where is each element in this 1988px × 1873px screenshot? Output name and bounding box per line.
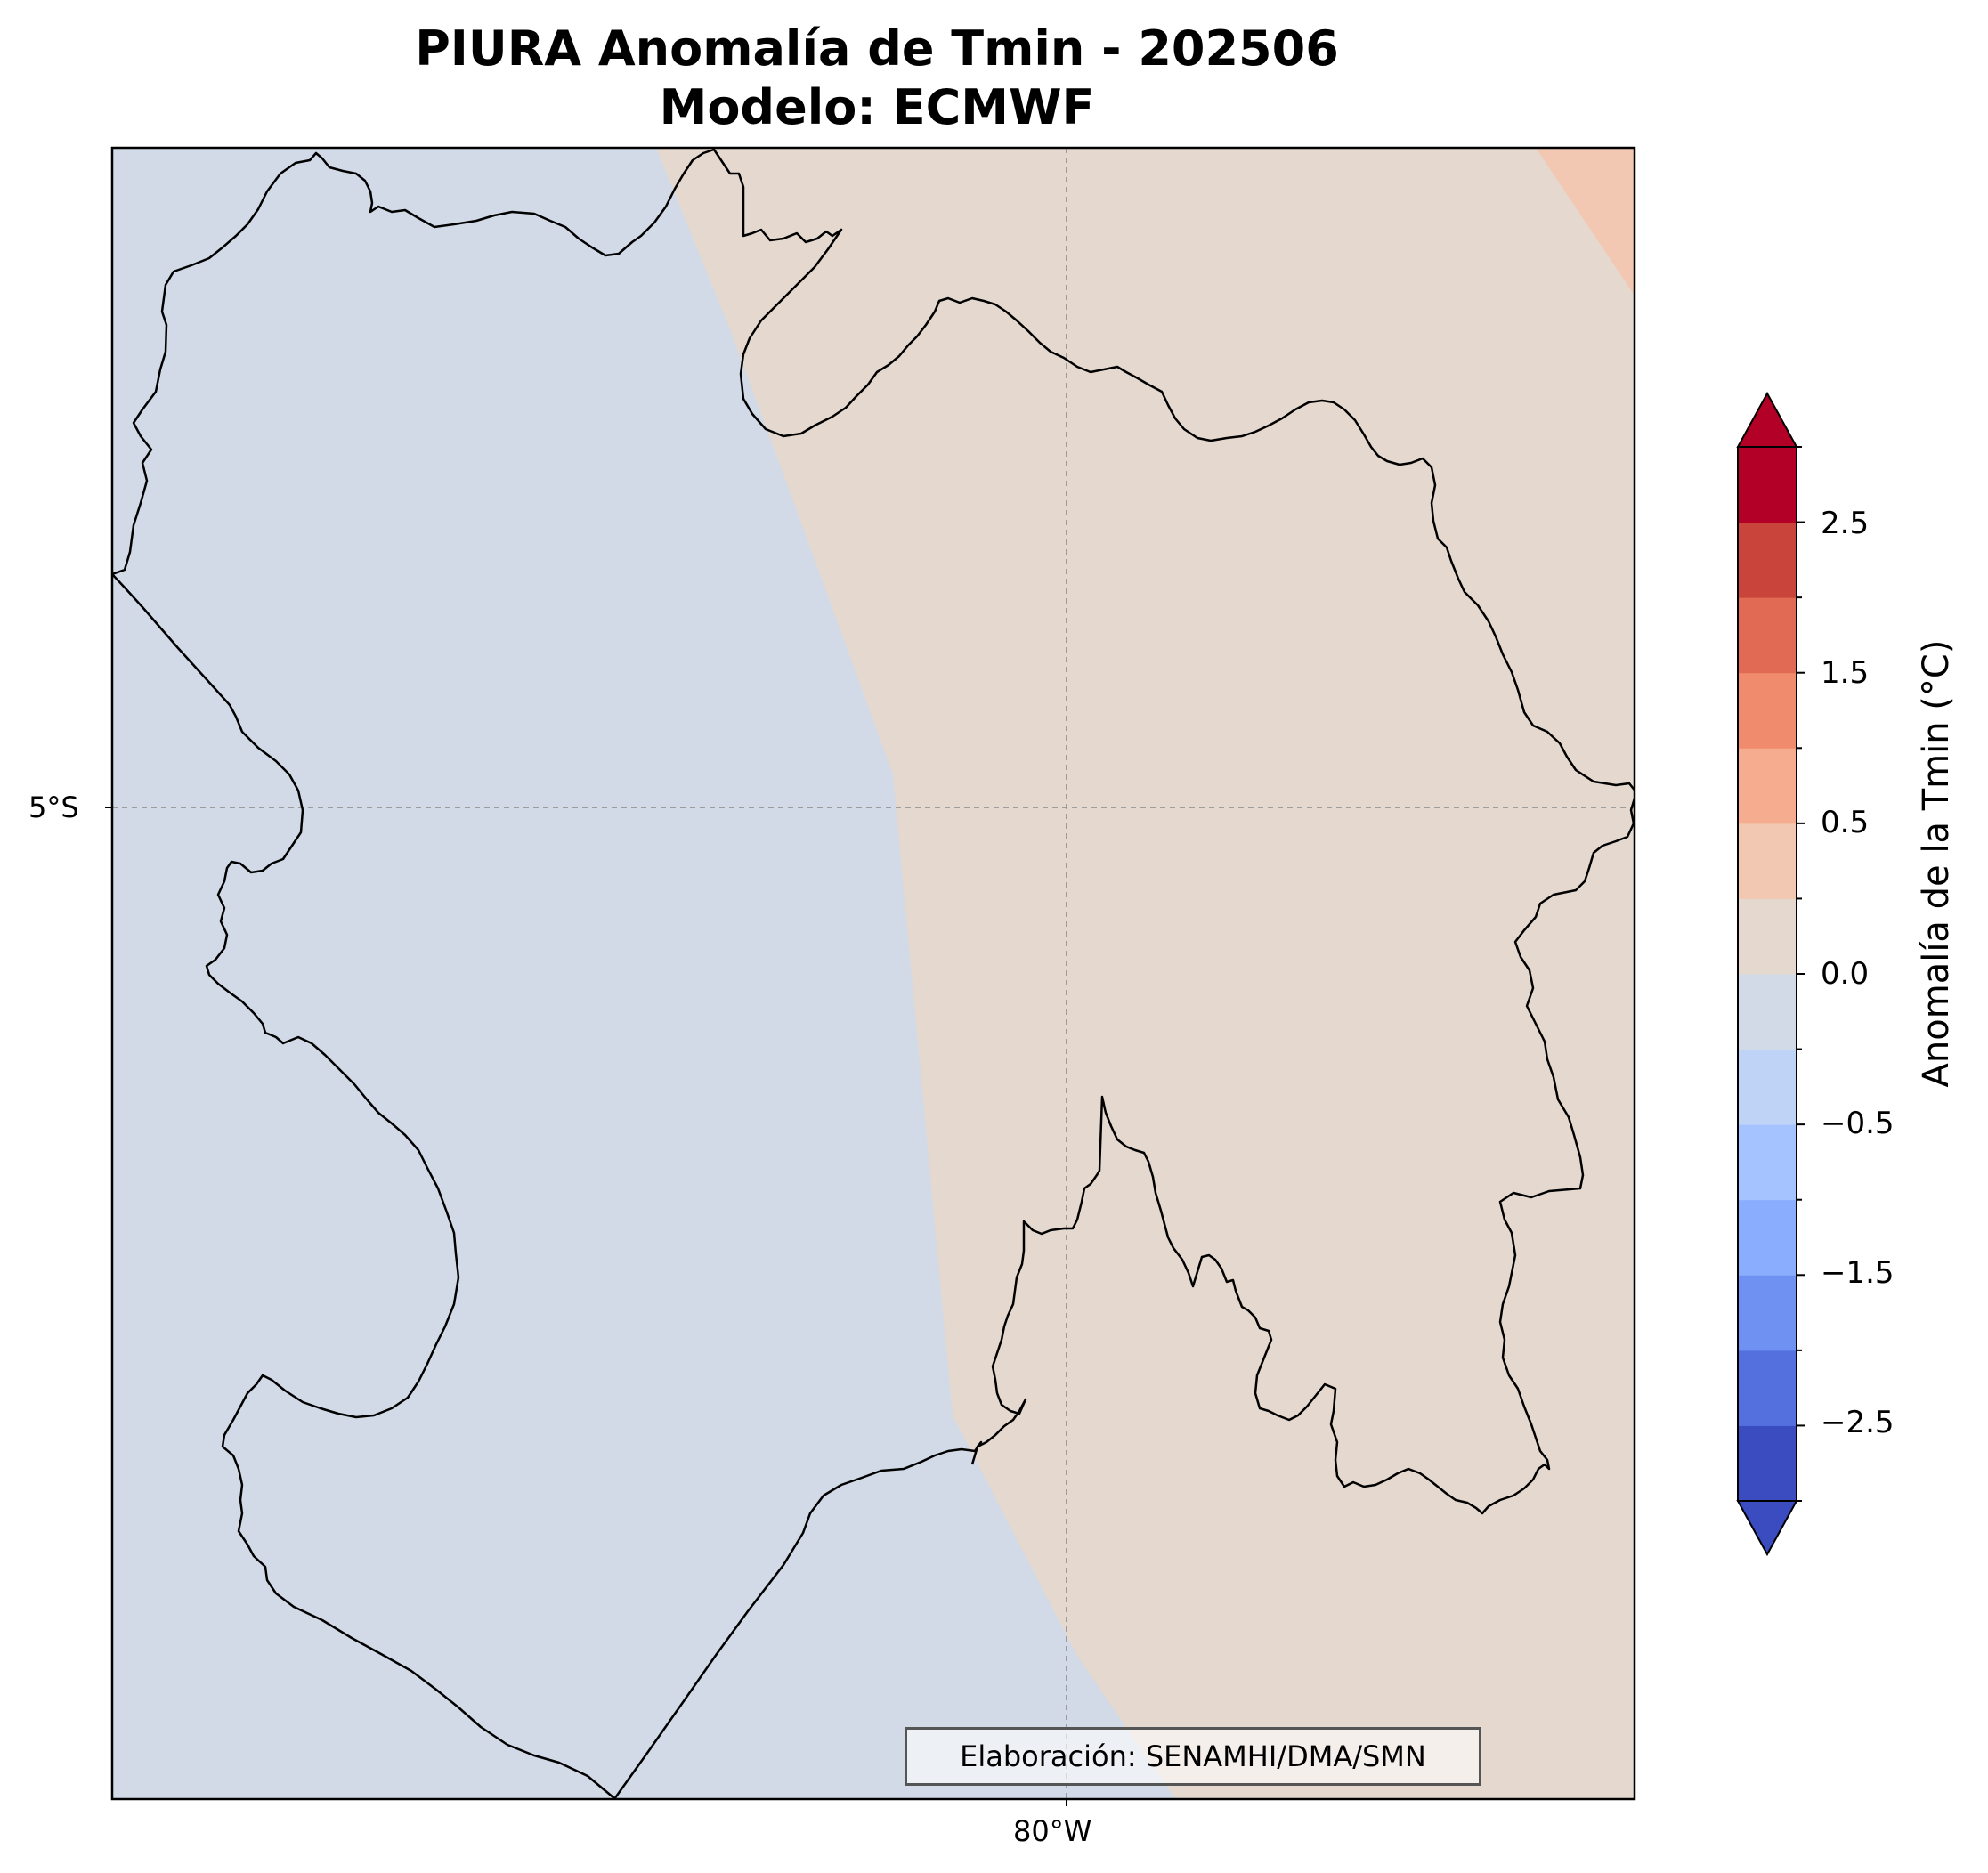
- colorbar-band: [1738, 522, 1797, 598]
- colorbar-tick-label: 0.0: [1821, 956, 1870, 992]
- colorbar-band: [1738, 447, 1797, 523]
- lat-label-5s: 5°S: [28, 791, 79, 824]
- field-positive-small: [656, 148, 1635, 1799]
- colorbar-tick-label: 0.5: [1821, 805, 1870, 840]
- credit-box: Elaboración: SENAMHI/DMA/SMN: [905, 1727, 1481, 1786]
- colorbar-band: [1738, 1049, 1797, 1125]
- colorbar-band: [1738, 823, 1797, 899]
- region-border-east: [970, 794, 1635, 1515]
- colorbar-label: Anomalía de la Tmin (°C): [1916, 639, 1957, 1088]
- colorbar-extend-over: [1736, 391, 1798, 448]
- field-positive-mid: [1536, 148, 1635, 296]
- colorbar-bands: [1738, 447, 1797, 1502]
- colorbar-tick-label: 2.5: [1821, 506, 1870, 541]
- colorbar-band: [1738, 748, 1797, 824]
- region-border-north: [112, 148, 1635, 792]
- colorbar-extend-under: [1736, 1500, 1798, 1557]
- colorbar-band: [1738, 672, 1797, 749]
- lon-label-80w: 80°W: [1013, 1814, 1092, 1848]
- colorbar-band: [1738, 1350, 1797, 1426]
- map-subtitle: Modelo: ECMWF: [659, 79, 1095, 135]
- map-title: PIURA Anomalía de Tmin - 202506: [415, 20, 1339, 77]
- colorbar-tick-label: −2.5: [1821, 1405, 1895, 1440]
- map-frame: [110, 146, 1636, 1801]
- colorbar-band: [1738, 1425, 1797, 1502]
- colorbar-band: [1738, 974, 1797, 1050]
- colorbar: [1736, 391, 1805, 1557]
- colorbar-tick-label: 1.5: [1821, 655, 1870, 691]
- colorbar-band: [1738, 1124, 1797, 1201]
- colorbar-band: [1738, 597, 1797, 674]
- colorbar-tick-label: −1.5: [1821, 1255, 1895, 1291]
- colorbar-tick-label: −0.5: [1821, 1106, 1895, 1141]
- colorbar-ticks: [1797, 446, 1805, 1502]
- colorbar-band: [1738, 898, 1797, 975]
- colorbar-band: [1738, 1275, 1797, 1351]
- anomaly-field: [112, 148, 1635, 1799]
- coastline-borders: [112, 148, 1635, 1799]
- colorbar-band: [1738, 1199, 1797, 1276]
- border-south: [613, 1440, 983, 1799]
- coastline: [112, 573, 615, 1799]
